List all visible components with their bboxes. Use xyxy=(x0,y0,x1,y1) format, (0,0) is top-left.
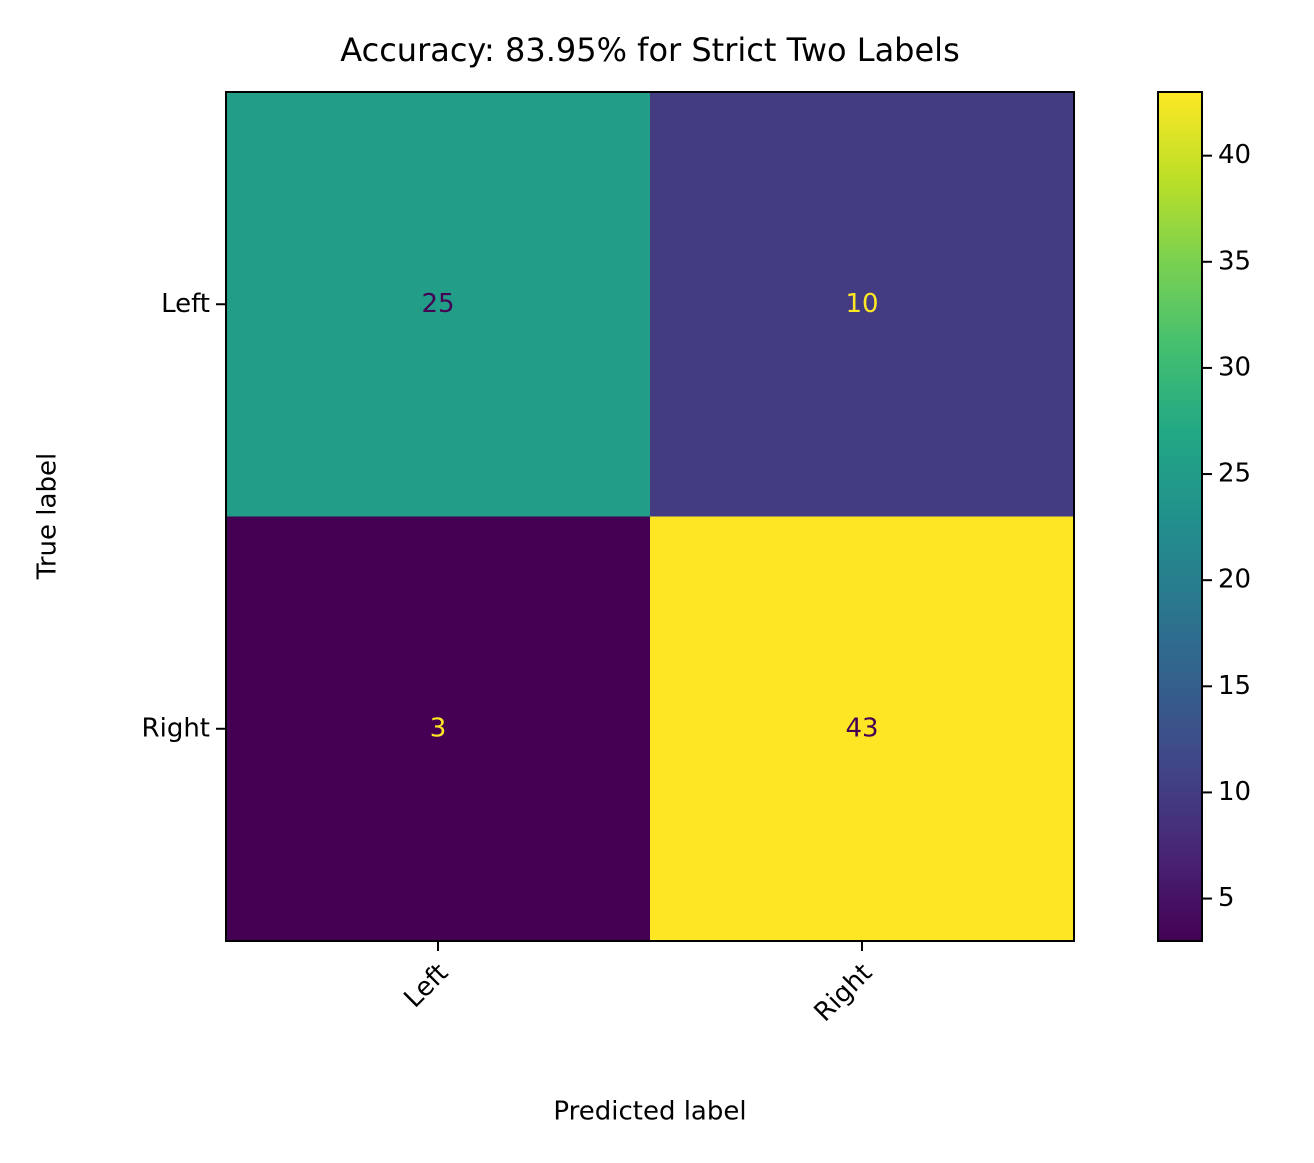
colorbar-tick-label: 20 xyxy=(1218,565,1251,595)
heatmap-cell xyxy=(226,516,651,942)
chart-title: Accuracy: 83.95% for Strict Two Labels xyxy=(340,31,959,69)
x-tick-label: Left xyxy=(398,958,454,1014)
colorbar xyxy=(1157,91,1203,942)
colorbar-tick-label: 5 xyxy=(1218,883,1235,913)
colorbar-tick-label: 30 xyxy=(1218,352,1251,382)
colorbar-tick-label: 15 xyxy=(1218,671,1251,701)
cell-label: 10 xyxy=(845,289,878,319)
heatmap-cell xyxy=(650,516,1075,942)
plot-frame xyxy=(225,91,1075,942)
x-axis-label: Predicted label xyxy=(553,1097,746,1127)
colorbar-tick-label: 25 xyxy=(1218,459,1251,489)
colorbar-tick-label: 40 xyxy=(1218,140,1251,170)
cell-label: 43 xyxy=(845,713,878,743)
y-tick-label: Left xyxy=(161,289,210,319)
colorbar-tick-label: 35 xyxy=(1218,246,1251,276)
y-tick-label: Right xyxy=(142,713,210,743)
x-tick-label: Right xyxy=(809,958,879,1028)
colorbar-tick-label: 10 xyxy=(1218,777,1251,807)
y-axis-label: True label xyxy=(33,453,63,580)
cell-label: 25 xyxy=(421,289,454,319)
heatmap-cell xyxy=(650,92,1075,517)
heatmap-cell xyxy=(226,92,651,517)
cell-label: 3 xyxy=(430,713,447,743)
